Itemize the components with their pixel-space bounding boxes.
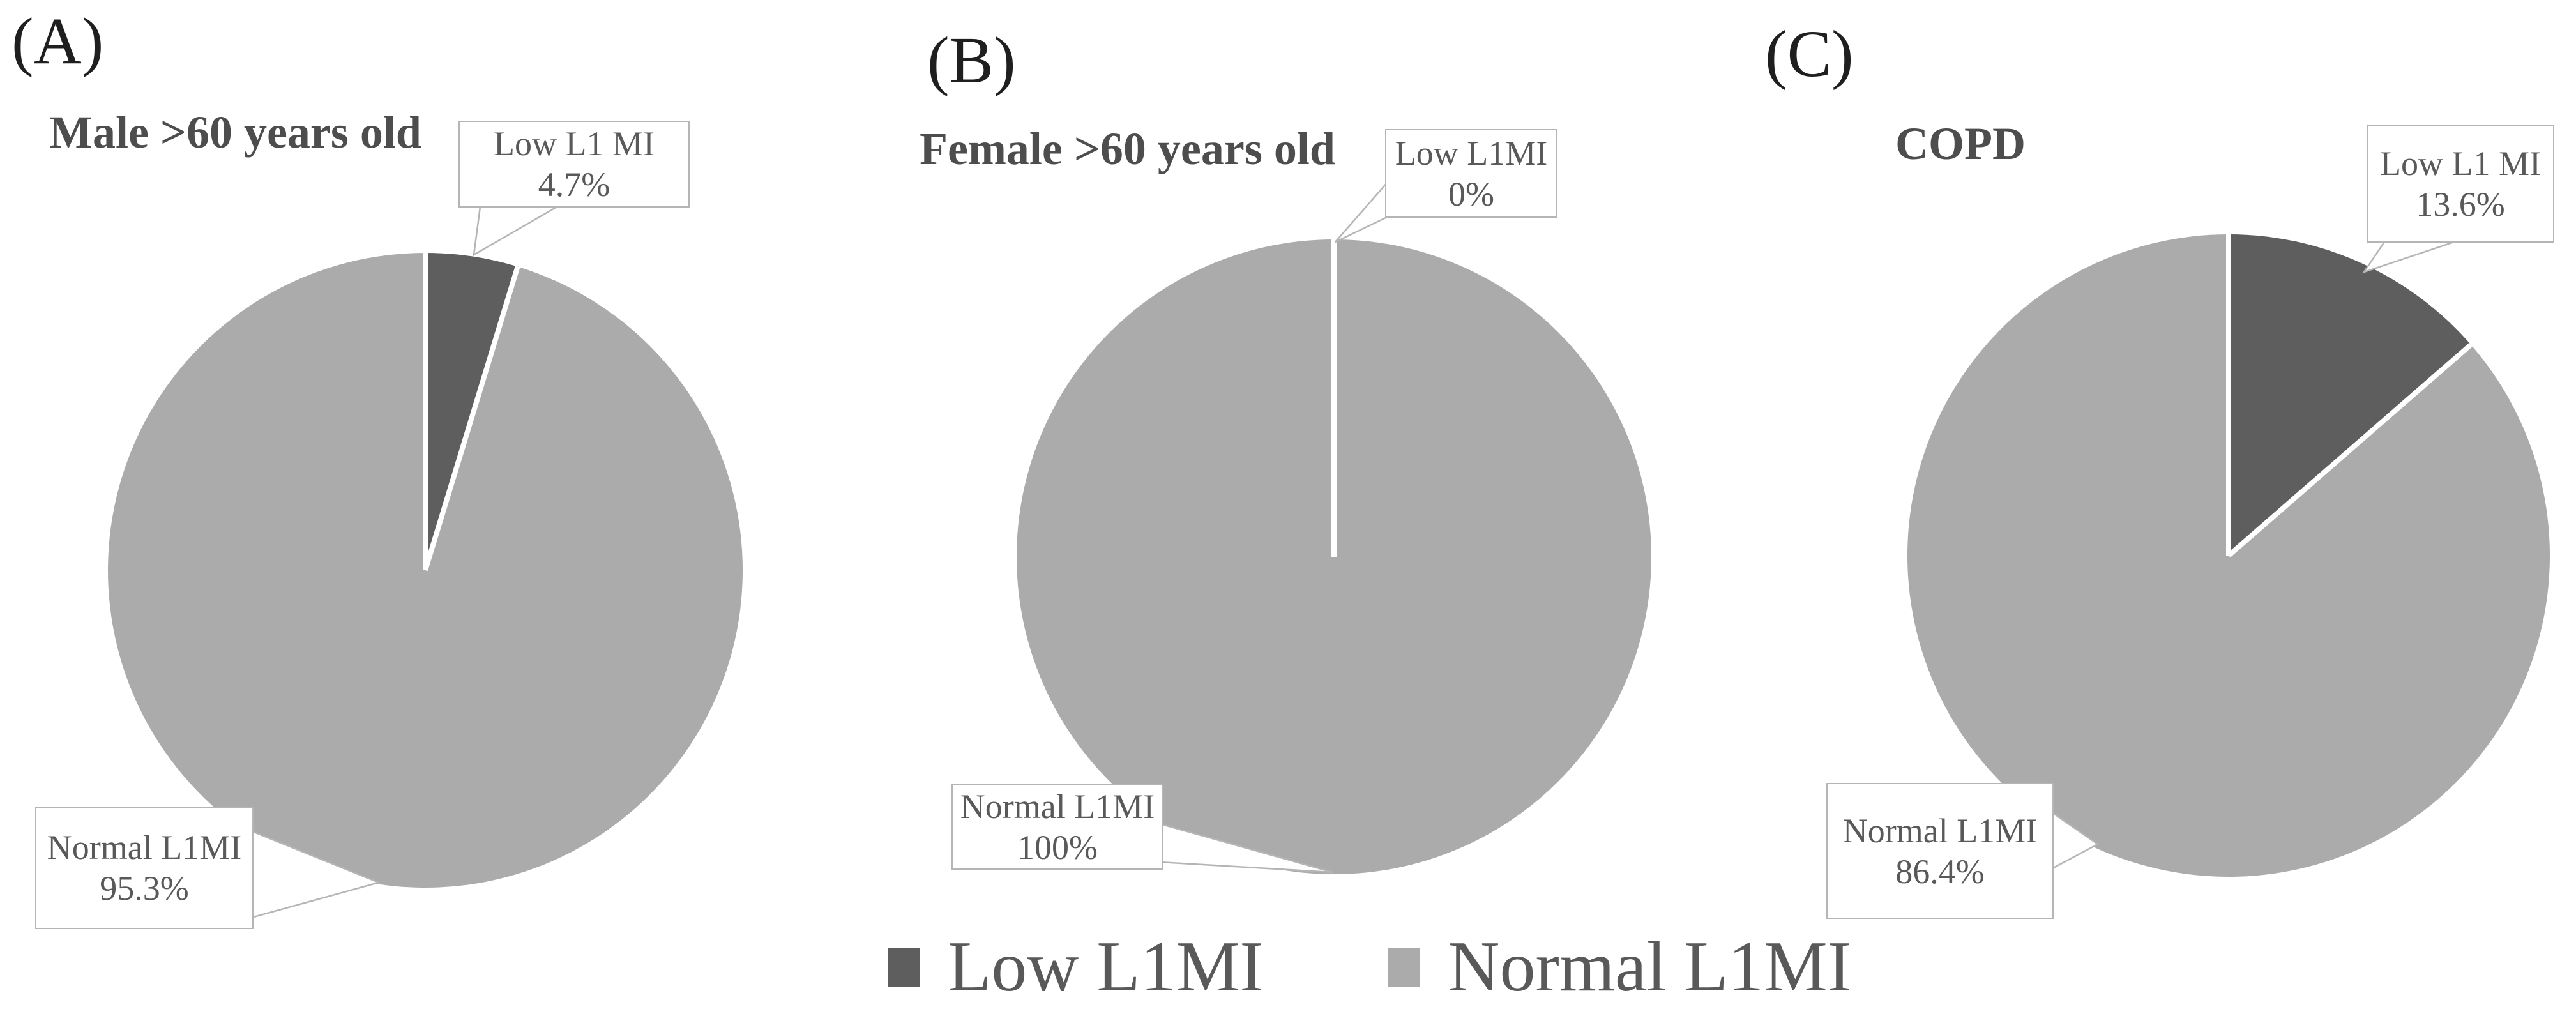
callout-normal-c: Normal L1MI 86.4% — [1826, 783, 2054, 919]
slice-separator — [2227, 342, 2473, 558]
callout-normal-b-value: 100% — [1017, 828, 1098, 867]
chart-title-c: COPD — [1895, 118, 2026, 169]
chart-title-b: Female >60 years old — [920, 123, 1335, 174]
callout-low-c: Low L1 MI 13.6% — [2367, 125, 2554, 243]
panel-letter-c: (C) — [1765, 17, 1854, 91]
callout-pointer-a-low — [473, 201, 569, 257]
callout-normal-b-label: Normal L1MI — [960, 787, 1155, 826]
callout-low-c-value: 13.6% — [2416, 185, 2505, 224]
panel-letter-b: (B) — [927, 24, 1016, 97]
callout-low-a-value: 4.7% — [538, 165, 610, 204]
slice-separator — [423, 266, 520, 572]
callout-low-b: Low L1MI 0% — [1385, 129, 1557, 218]
legend-item-low: Low L1MI — [888, 927, 1264, 1006]
legend-item-normal: Normal L1MI — [1388, 927, 1852, 1006]
callout-normal-c-value: 86.4% — [1895, 852, 1985, 891]
callout-low-a: Low L1 MI 4.7% — [458, 121, 690, 208]
chart-title-a: Male >60 years old — [49, 107, 421, 158]
callout-pointer-b-low — [1335, 179, 1390, 243]
legend-swatch-low-icon — [888, 948, 920, 987]
panel-letter-a: (A) — [11, 4, 104, 78]
legend: Low L1MI Normal L1MI — [888, 927, 1852, 1006]
callout-low-b-label: Low L1MI — [1395, 133, 1548, 172]
pie-c-slice-low — [2229, 234, 2471, 556]
callout-normal-c-label: Normal L1MI — [1842, 811, 2038, 850]
legend-label-low: Low L1MI — [948, 927, 1264, 1006]
callout-normal-b: Normal L1MI 100% — [951, 784, 1163, 870]
callout-low-c-label: Low L1 MI — [2380, 144, 2541, 183]
legend-label-normal: Normal L1MI — [1448, 927, 1852, 1006]
callout-normal-a-label: Normal L1MI — [47, 828, 242, 867]
callout-low-a-label: Low L1 MI — [494, 125, 655, 163]
legend-swatch-normal-icon — [1388, 948, 1420, 987]
callout-normal-a-value: 95.3% — [100, 869, 189, 907]
callout-low-b-value: 0% — [1448, 174, 1494, 213]
callout-normal-a: Normal L1MI 95.3% — [35, 807, 254, 929]
